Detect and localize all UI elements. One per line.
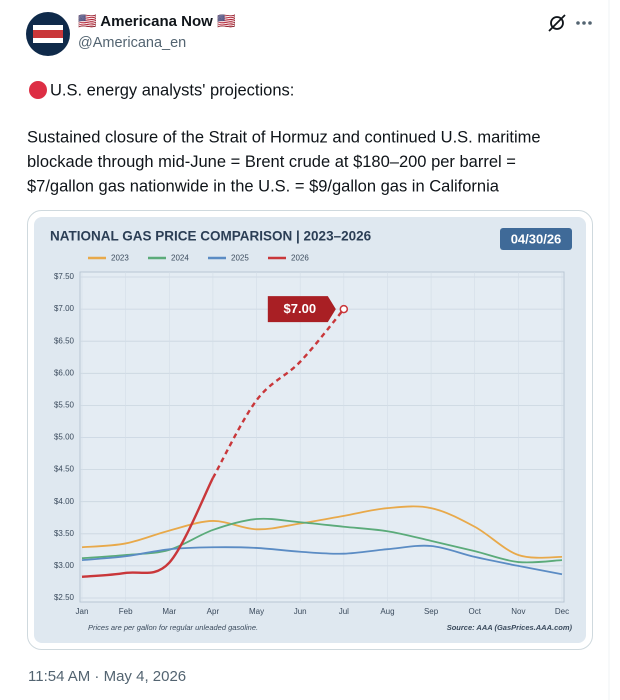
value-label: $7.00 bbox=[284, 301, 317, 316]
y-tick-label: $7.50 bbox=[54, 272, 75, 281]
more-icon[interactable] bbox=[576, 21, 592, 25]
y-tick-label: $4.50 bbox=[54, 465, 75, 474]
y-tick-label: $6.00 bbox=[54, 368, 75, 377]
chart: NATIONAL GAS PRICE COMPARISON | 2023–202… bbox=[50, 228, 573, 632]
x-tick-label: Dec bbox=[555, 607, 569, 616]
badge bbox=[500, 228, 572, 250]
x-tick-label: Feb bbox=[119, 607, 133, 616]
timestamp[interactable]: 11:54 AM · May 4, 2026 bbox=[28, 668, 186, 685]
legend-label: 2026 bbox=[291, 254, 309, 263]
avatar[interactable] bbox=[26, 12, 70, 56]
y-tick-label: $3.50 bbox=[54, 529, 75, 538]
legend-label: 2025 bbox=[231, 254, 249, 263]
series-line bbox=[81, 517, 563, 564]
x-tick-label: May bbox=[249, 607, 264, 616]
x-tick-label: Sep bbox=[424, 607, 439, 616]
footnote: Prices are per gallon for regular unlead… bbox=[88, 623, 258, 632]
series-line bbox=[81, 505, 563, 559]
value-label-box bbox=[267, 296, 336, 323]
handle[interactable]: @Americana_en bbox=[78, 35, 186, 51]
y-tick-label: $3.00 bbox=[54, 561, 75, 570]
plot-area bbox=[79, 271, 565, 603]
body-line: Sustained closure of the Strait of Hormu… bbox=[27, 128, 541, 146]
y-tick-label: $6.50 bbox=[54, 336, 75, 345]
x-tick-label: Jun bbox=[294, 607, 307, 616]
y-tick-label: $5.50 bbox=[54, 401, 75, 410]
x-tick-label: Jan bbox=[76, 607, 89, 616]
author-name[interactable]: 🇺🇸 Americana Now 🇺🇸 bbox=[78, 13, 236, 30]
grok-icon[interactable] bbox=[548, 14, 566, 32]
y-tick-label: $2.50 bbox=[54, 593, 75, 602]
point-marker bbox=[339, 304, 349, 314]
series-line bbox=[81, 477, 214, 579]
x-tick-label: Oct bbox=[469, 607, 482, 616]
x-tick-label: Aug bbox=[380, 607, 394, 616]
x-tick-label: Nov bbox=[511, 607, 525, 616]
red-circle-emoji bbox=[29, 81, 47, 99]
legend-label: 2024 bbox=[171, 254, 189, 263]
y-tick-label: $4.00 bbox=[54, 497, 75, 506]
y-tick-label: $5.00 bbox=[54, 433, 75, 442]
badge-text: 04/30/26 bbox=[511, 231, 562, 246]
legend-label: 2023 bbox=[111, 254, 129, 263]
y-tick-label: $7.00 bbox=[54, 304, 75, 313]
series-line bbox=[211, 308, 345, 479]
post-body: Sustained closure of the Strait of Hormu… bbox=[27, 128, 541, 195]
body-line: $7/gallon gas nationwide in the U.S. = $… bbox=[27, 177, 500, 195]
headline: U.S. energy analysts' projections: bbox=[50, 81, 294, 99]
body-line: blockade through mid-June = Brent crude … bbox=[27, 153, 516, 171]
source: Source: AAA (GasPrices.AAA.com) bbox=[447, 623, 573, 632]
x-tick-label: Jul bbox=[339, 607, 349, 616]
chart-title: NATIONAL GAS PRICE COMPARISON | 2023–202… bbox=[50, 229, 372, 244]
x-tick-label: Apr bbox=[207, 607, 220, 616]
series-line bbox=[81, 544, 563, 576]
x-tick-label: Mar bbox=[162, 607, 176, 616]
